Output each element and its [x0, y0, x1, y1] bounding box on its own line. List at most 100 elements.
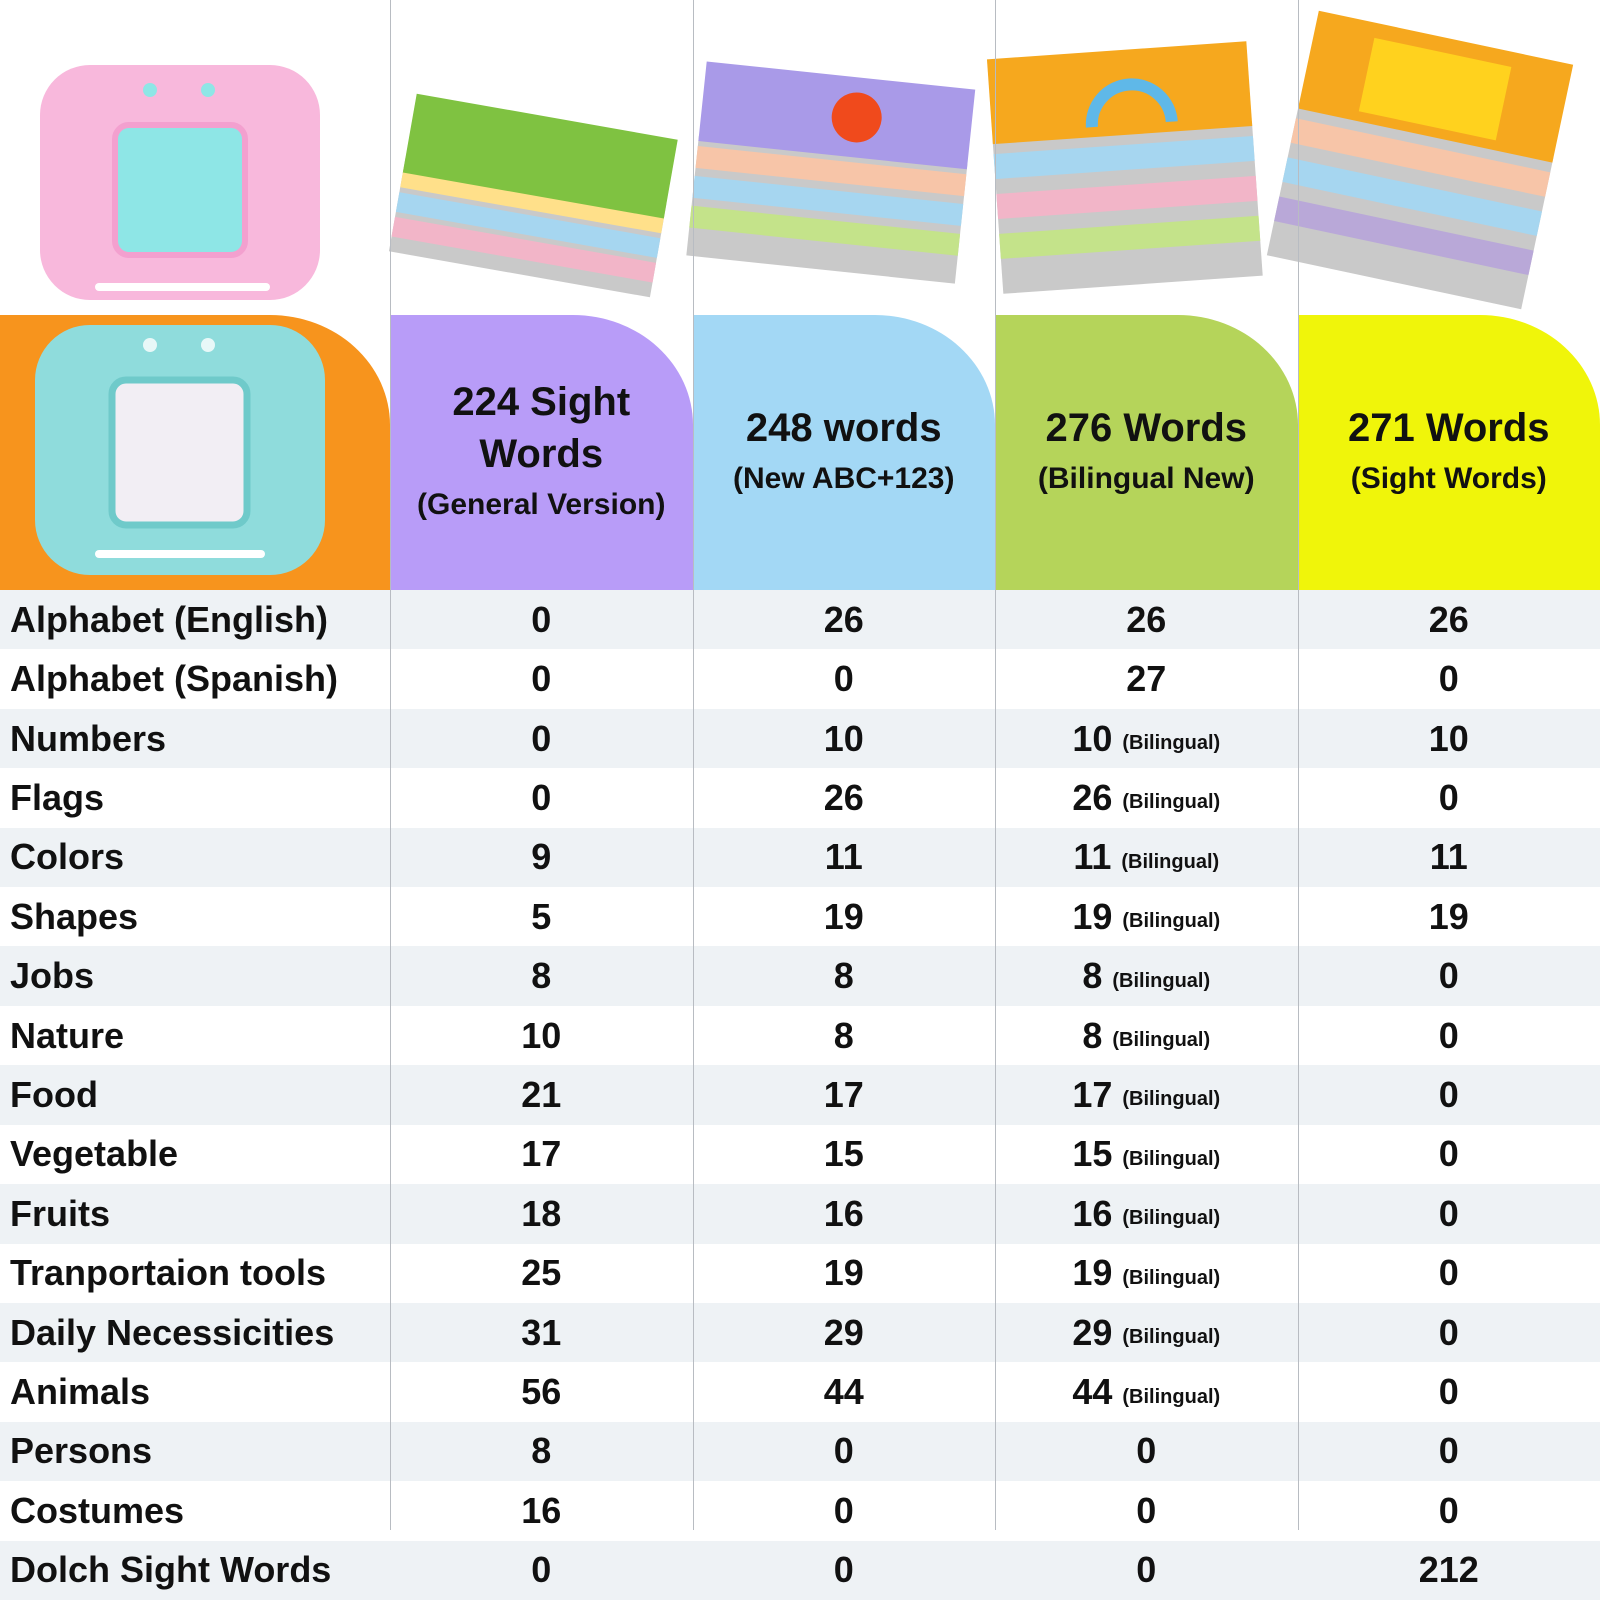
table-cell: 8 [531, 955, 552, 997]
table-cell: 0 [833, 1549, 854, 1591]
table-cell: 0 [1136, 1489, 1157, 1531]
table-cell: 0 [833, 1489, 854, 1531]
table-cell: 8 (Bilingual) [995, 1006, 1298, 1065]
table-row: Colors 9 11 11 (Bilingual) 11 [0, 827, 1600, 888]
table-cell: 19 (Bilingual) [995, 1244, 1298, 1303]
cell-note: (Bilingual) [1121, 850, 1220, 873]
table-cell: 0 [531, 598, 552, 640]
table-cell: 19 (Bilingual) [995, 887, 1298, 946]
table-row: Numbers 0 10 10 (Bilingual) 10 [0, 708, 1600, 769]
row-label: Nature [10, 1014, 125, 1056]
table-cell: 21 [521, 1073, 562, 1115]
card-stack-4 [1266, 10, 1574, 310]
table-cell: 44 [823, 1371, 864, 1413]
row-label: Persons [10, 1430, 153, 1472]
table-cell: 11 [824, 836, 863, 878]
row-label: Daily Necessicities [10, 1311, 335, 1353]
row-label: Costumes [10, 1489, 185, 1531]
table-cell: 26 (Bilingual) [995, 768, 1298, 827]
column-title: 224 Sight Words [452, 379, 631, 476]
column-divider [692, 0, 694, 1530]
cell-value: 19 [1072, 895, 1113, 937]
table-row: Fruits 18 16 16 (Bilingual) 0 [0, 1184, 1600, 1244]
cell-value: 26 [1072, 776, 1113, 818]
table-cell: 11 [1429, 836, 1468, 878]
blue-device [35, 325, 325, 575]
table-cell: 26 [1428, 598, 1469, 640]
table-cell: 0 [833, 658, 854, 700]
table-cell: 19 [823, 1252, 864, 1294]
cell-value: 16 [1072, 1192, 1113, 1234]
column-title: 248 words [745, 405, 942, 450]
cell-value: 11 [1073, 836, 1112, 878]
row-label: Jobs [10, 955, 95, 997]
table-row: Alphabet (Spanish) 0 0 27 0 [0, 649, 1600, 708]
table-cell: 19 [1428, 895, 1469, 937]
table-row: Costumes 16 0 0 0 [0, 1481, 1600, 1540]
table-cell: 0 [1438, 1073, 1459, 1115]
table-cell: 15 (Bilingual) [995, 1125, 1298, 1184]
table-cell: 8 (Bilingual) [995, 946, 1298, 1005]
row-label: Shapes [10, 895, 139, 937]
cell-note: (Bilingual) [1122, 1385, 1221, 1408]
table-cell: 0 [531, 717, 552, 759]
row-label: Food [10, 1073, 98, 1115]
table-row: Daily Necessicities 31 29 29 (Bilingual) 0 [0, 1302, 1600, 1363]
row-label: Numbers [10, 717, 167, 759]
column-header: 271 Words (Sight Words) [1297, 315, 1600, 590]
cell-note: (Bilingual) [1122, 1147, 1221, 1170]
table-row: Flags 0 26 26 (Bilingual) 0 [0, 768, 1600, 827]
cell-note: (Bilingual) [1122, 791, 1221, 814]
cell-note: (Bilingual) [1122, 1266, 1221, 1289]
cell-note: (Bilingual) [1122, 910, 1221, 933]
table-cell: 0 [1438, 955, 1459, 997]
table-row: Vegetable 17 15 15 (Bilingual) 0 [0, 1125, 1600, 1184]
table-cell: 0 [1438, 1371, 1459, 1413]
table-cell: 26 [823, 598, 864, 640]
cell-value: 10 [1072, 717, 1113, 759]
card-stack-3 [986, 41, 1263, 294]
table-cell: 0 [1438, 658, 1459, 700]
table-cell: 0 [531, 658, 552, 700]
column-header: 248 words (New ABC+123) [692, 315, 995, 590]
product-images [40, 10, 1574, 310]
table-row: Shapes 5 19 19 (Bilingual) 19 [0, 887, 1600, 946]
table-cell: 0 [1438, 1311, 1459, 1353]
table-cell: 17 [823, 1073, 864, 1115]
cell-note: (Bilingual) [1122, 1088, 1221, 1111]
table-cell: 29 (Bilingual) [995, 1303, 1298, 1362]
cell-value: 8 [1082, 955, 1103, 997]
table-cell: 0 [531, 776, 552, 818]
cell-value: 44 [1072, 1371, 1113, 1413]
card-stack-1 [388, 93, 678, 298]
column-subtitle: (Sight Words) [1350, 461, 1547, 495]
table-cell: 10 [823, 717, 864, 759]
table-cell: 27 [1126, 658, 1167, 700]
row-label: Vegetable [10, 1133, 179, 1175]
column-title: 276 Words [1045, 405, 1248, 450]
table-cell: 10 [1428, 717, 1469, 759]
pink-device [40, 65, 320, 300]
table-cell: 9 [531, 836, 552, 878]
table-cell: 0 [1438, 1252, 1459, 1294]
table-cell: 56 [521, 1371, 562, 1413]
row-label: Animals [10, 1371, 151, 1413]
table-cell: 0 [1438, 1430, 1459, 1472]
row-label: Tranportaion tools [10, 1252, 327, 1294]
table-cell: 17 (Bilingual) [995, 1065, 1298, 1124]
table-cell: 0 [1136, 1430, 1157, 1472]
cell-value: 17 [1072, 1073, 1113, 1115]
device-panel [0, 315, 390, 590]
table-cell: 31 [521, 1311, 562, 1353]
table-cell: 8 [833, 955, 854, 997]
table-cell: 0 [531, 1549, 552, 1591]
table-cell: 26 [1126, 598, 1167, 640]
table-row: Alphabet (English) 0 26 26 26 [0, 590, 1600, 650]
column-subtitle: (General Version) [417, 487, 666, 521]
column-header: 276 Words (Bilingual New) [995, 315, 1298, 590]
column-divider [995, 0, 996, 1530]
row-label: Dolch Sight Words [10, 1549, 332, 1591]
table-cell: 8 [531, 1430, 552, 1472]
cell-note: (Bilingual) [1122, 1326, 1221, 1349]
